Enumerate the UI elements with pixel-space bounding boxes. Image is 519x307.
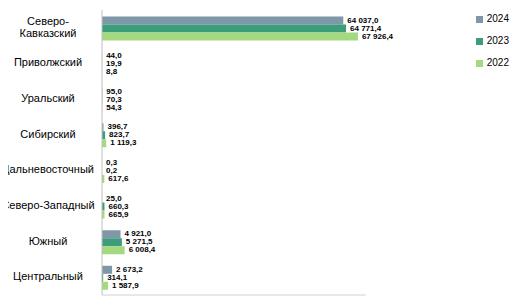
svg-text:823,7: 823,7 [109, 130, 130, 140]
svg-text:Северо-Кавказский: Северо-Кавказский [20, 15, 77, 39]
svg-text:67 926,4: 67 926,4 [362, 32, 394, 41]
html-text:2022: 2022 [486, 57, 509, 68]
svg-text:Сибирский: Сибирский [20, 128, 75, 140]
html-text:2024: 2024 [486, 13, 509, 24]
svg-text:617,6: 617,6 [108, 174, 129, 183]
svg-text:0,3: 0,3 [106, 158, 118, 167]
svg-text:64 771,4: 64 771,4 [350, 23, 382, 33]
svg-text:6 008,4: 6 008,4 [129, 245, 156, 254]
svg-text:70,3: 70,3 [106, 94, 122, 104]
svg-text:Приволжский: Приволжский [14, 56, 82, 68]
svg-text:64 037,0: 64 037,0 [347, 15, 379, 25]
svg-text:54,3: 54,3 [106, 103, 122, 112]
svg-text:Уральский: Уральский [21, 92, 74, 104]
svg-text:0,2: 0,2 [106, 166, 118, 175]
svg-text:Центральный: Центральный [13, 270, 83, 282]
svg-text:95,0: 95,0 [106, 86, 122, 96]
svg-text:2 673,2: 2 673,2 [116, 264, 143, 274]
svg-text:5 271,5: 5 271,5 [125, 237, 153, 247]
svg-text:1 587,9: 1 587,9 [112, 281, 139, 290]
svg-text:314,1: 314,1 [107, 272, 128, 282]
svg-text:8,8: 8,8 [106, 67, 118, 76]
svg-text:Северо-Западный: Северо-Западный [8, 199, 95, 211]
svg-text:44,0: 44,0 [106, 51, 122, 61]
svg-text:19,9: 19,9 [106, 59, 122, 69]
svg-text:25,0: 25,0 [106, 193, 122, 203]
svg-text:4 921,0: 4 921,0 [124, 229, 152, 239]
svg-text:396,7: 396,7 [107, 122, 128, 132]
svg-text:660,3: 660,3 [108, 201, 129, 211]
svg-text:665,9: 665,9 [109, 210, 130, 219]
html-text:2023: 2023 [486, 35, 509, 46]
svg-text:1 119,3: 1 119,3 [110, 138, 137, 147]
svg-text:Дальневосточный: Дальневосточный [8, 163, 94, 175]
svg-text:Южный: Южный [29, 234, 68, 246]
